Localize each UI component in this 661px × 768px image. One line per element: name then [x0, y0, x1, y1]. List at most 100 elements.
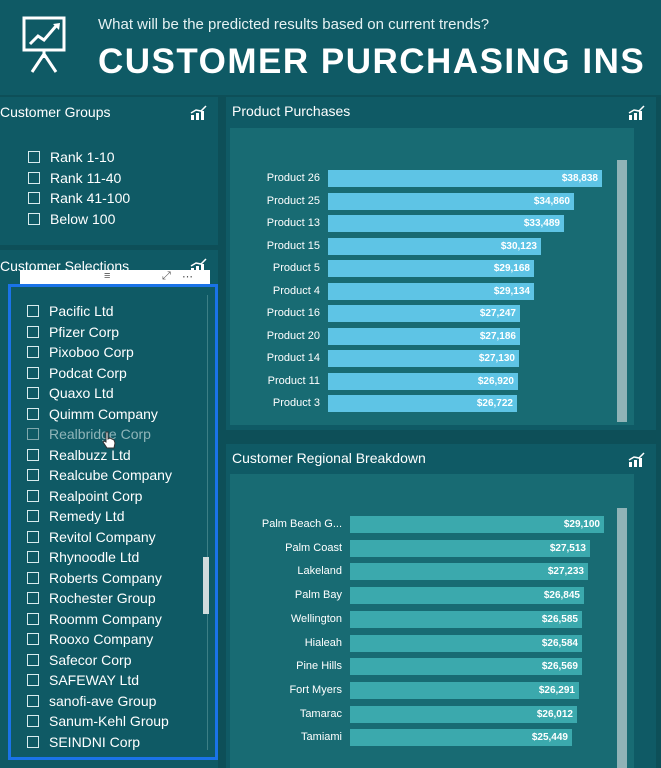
slicer-item-label: SEINDNI Corp — [49, 733, 141, 750]
slicer-item[interactable]: Pfizer Corp — [27, 322, 172, 343]
bar[interactable]: $27,233 — [350, 563, 588, 581]
presentation-chart-icon — [22, 16, 66, 73]
checkbox[interactable] — [27, 633, 39, 646]
checkbox[interactable] — [27, 715, 39, 728]
slicer-item[interactable]: Realbridge Corp — [27, 424, 172, 445]
slicer-item[interactable]: Realbuzz Ltd — [27, 445, 172, 466]
bar[interactable]: $29,168 — [328, 260, 534, 277]
checkbox[interactable] — [27, 407, 39, 420]
slicer-scrollbar-thumb[interactable] — [203, 557, 209, 614]
checkbox[interactable] — [28, 212, 40, 225]
checkbox[interactable] — [27, 469, 39, 482]
checkbox[interactable] — [27, 592, 39, 605]
bar[interactable]: $26,920 — [328, 372, 518, 390]
chart-scrollbar[interactable] — [617, 160, 627, 422]
bar-value-label: $26,569 — [541, 661, 578, 673]
slicer-item[interactable]: Sanum-Kehl Group — [27, 711, 172, 732]
checkbox[interactable] — [27, 612, 39, 625]
slicer-item[interactable]: Realcube Company — [27, 465, 172, 486]
checkbox[interactable] — [27, 735, 39, 748]
bar[interactable]: $27,247 — [328, 305, 520, 322]
checkbox[interactable] — [27, 551, 39, 564]
checkbox[interactable] — [27, 366, 39, 379]
slicer-item-label: Quaxo Ltd — [49, 385, 114, 402]
slicer-item[interactable]: Below 100 — [28, 209, 130, 230]
slicer-item[interactable]: Quimm Company — [27, 404, 172, 425]
analytics-icon[interactable] — [190, 105, 208, 121]
slicer-item[interactable]: Quaxo Ltd — [27, 383, 172, 404]
bar[interactable]: $26,722 — [328, 395, 517, 412]
bar[interactable]: $27,130 — [328, 350, 519, 367]
bar[interactable]: $33,489 — [328, 215, 564, 232]
checkbox[interactable] — [27, 653, 39, 666]
checkbox[interactable] — [28, 171, 40, 184]
bar-category-label: Pine Hills — [296, 660, 342, 673]
checkbox[interactable] — [28, 151, 40, 164]
slicer-item[interactable]: Rank 41-100 — [28, 188, 130, 209]
bar[interactable]: $26,845 — [350, 587, 584, 605]
bar[interactable]: $26,569 — [350, 658, 582, 676]
checkbox[interactable] — [28, 192, 40, 205]
slicer-item[interactable]: SEINDNI Corp — [27, 732, 172, 753]
slicer-item-label: Pixoboo Corp — [49, 344, 134, 361]
analytics-icon[interactable] — [628, 105, 646, 121]
slicer-item[interactable]: Revitol Company — [27, 527, 172, 548]
slicer-item[interactable]: Remedy Ltd — [27, 506, 172, 527]
report-title: CUSTOMER PURCHASING INS — [98, 42, 646, 81]
bar[interactable]: $26,585 — [350, 610, 582, 628]
more-options-icon[interactable]: ⋯ — [182, 271, 193, 283]
bar[interactable]: $30,123 — [328, 237, 541, 255]
slicer-item[interactable]: Rooxo Company — [27, 629, 172, 650]
bar[interactable]: $27,513 — [350, 539, 590, 557]
bar-category-label: Product 14 — [266, 352, 320, 364]
slicer-item[interactable]: sanofi-ave Group — [27, 691, 172, 712]
slicer-item-label: Realpoint Corp — [49, 487, 143, 504]
product-purchases-chart: Product 26 $38,838 Product 25 $34,860 Produc… — [230, 128, 634, 425]
bar[interactable]: $29,134 — [328, 282, 534, 300]
bar[interactable]: $38,838 — [328, 170, 602, 187]
slicer-item[interactable]: Pacific Ltd — [27, 301, 172, 322]
bar[interactable]: $29,100 — [350, 516, 604, 533]
checkbox[interactable] — [27, 346, 39, 359]
analytics-icon[interactable] — [628, 452, 646, 468]
slicer-item[interactable]: Podcat Corp — [27, 363, 172, 384]
checkbox[interactable] — [27, 674, 39, 687]
drag-handle-icon[interactable]: ≡ — [104, 270, 111, 282]
customer-selections-panel: Customer Selections — [0, 250, 218, 768]
bar-category-label: Product 4 — [272, 284, 320, 297]
slicer-item[interactable]: Rank 11-40 — [28, 168, 130, 189]
checkbox[interactable] — [27, 510, 39, 523]
checkbox[interactable] — [27, 387, 39, 400]
bar-value-label: $30,123 — [500, 240, 537, 252]
slicer-item[interactable]: Rochester Group — [27, 588, 172, 609]
bar[interactable]: $27,186 — [328, 327, 520, 345]
slicer-item-label: Realbridge Corp — [49, 426, 151, 443]
slicer-scrollbar-track[interactable] — [207, 295, 208, 750]
slicer-item[interactable]: SAFEWAY Ltd — [27, 670, 172, 691]
checkbox[interactable] — [27, 325, 39, 338]
checkbox[interactable] — [27, 489, 39, 502]
checkbox[interactable] — [27, 530, 39, 543]
bar[interactable]: $26,012 — [350, 705, 577, 723]
focus-mode-icon[interactable]: ⤢ — [162, 270, 171, 282]
slicer-item[interactable]: Roomm Company — [27, 609, 172, 630]
checkbox[interactable] — [27, 428, 39, 441]
bar[interactable]: $26,291 — [350, 681, 579, 699]
chart-scrollbar[interactable] — [617, 508, 627, 768]
bar[interactable]: $26,584 — [350, 634, 582, 652]
customer-selection-slicer[interactable]: Pacific Ltd Pfizer Corp Pixoboo Corp Podcat… — [8, 284, 218, 760]
checkbox[interactable] — [27, 448, 39, 461]
slicer-item[interactable]: Roberts Company — [27, 568, 172, 589]
regional-breakdown-title: Customer Regional Breakdown — [232, 450, 426, 466]
checkbox[interactable] — [27, 694, 39, 707]
slicer-item[interactable]: Safecor Corp — [27, 650, 172, 671]
slicer-item[interactable]: Rank 1-10 — [28, 147, 130, 168]
bar[interactable]: $25,449 — [350, 729, 572, 747]
bar[interactable]: $34,860 — [328, 192, 574, 210]
slicer-item[interactable]: Rhynoodle Ltd — [27, 547, 172, 568]
report-header: What will be the predicted results based… — [0, 0, 661, 95]
checkbox[interactable] — [27, 305, 39, 318]
slicer-item[interactable]: Pixoboo Corp — [27, 342, 172, 363]
slicer-item[interactable]: Realpoint Corp — [27, 486, 172, 507]
checkbox[interactable] — [27, 571, 39, 584]
